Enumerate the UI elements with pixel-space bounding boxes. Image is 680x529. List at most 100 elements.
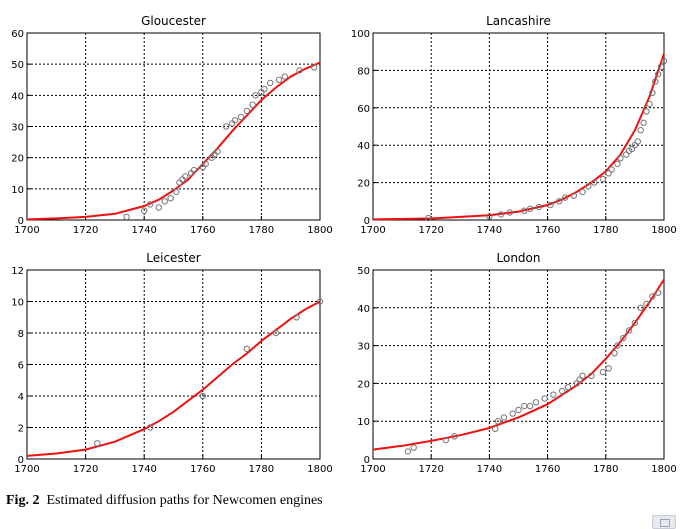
data-point xyxy=(579,188,586,196)
data-point xyxy=(599,175,607,183)
data-point xyxy=(608,166,615,173)
chart-panel-gloucester: 1700 1720 1740 1760 1780 1800 0 10 20 30 40 50 60 Glo… xyxy=(11,14,332,236)
y-tick-label: 12 xyxy=(11,266,24,277)
y-tick-label: 0 xyxy=(18,216,24,227)
data-point xyxy=(167,195,174,202)
data-point xyxy=(442,436,449,444)
data-point xyxy=(657,63,665,70)
data-point xyxy=(655,289,662,296)
data-point xyxy=(310,64,318,71)
x-tick-label: 1720 xyxy=(418,464,443,475)
data-point xyxy=(652,78,659,85)
y-tick-label: 10 xyxy=(11,298,24,309)
data-point xyxy=(521,207,528,214)
y-tick-label: 40 xyxy=(11,91,24,102)
x-tick-label: 1760 xyxy=(190,225,215,236)
x-tick-label: 1780 xyxy=(593,225,618,236)
y-tick-label: 100 xyxy=(351,29,370,40)
data-point xyxy=(640,119,647,127)
data-point xyxy=(556,198,563,205)
y-tick-label: 30 xyxy=(357,342,370,353)
data-point xyxy=(643,108,650,115)
data-point xyxy=(316,298,324,305)
data-point xyxy=(94,440,101,447)
data-point xyxy=(155,204,163,211)
data-point xyxy=(649,293,656,300)
chart-title: Leicester xyxy=(146,251,201,265)
window-corner-icon[interactable] xyxy=(652,515,676,529)
data-point xyxy=(579,372,586,379)
data-point xyxy=(532,399,540,406)
data-point xyxy=(451,433,458,440)
chart-panel-leicester: 1700 1720 1740 1760 1780 1800 0 2 4 6 8 10 12 Leicest… xyxy=(11,251,332,475)
data-point xyxy=(237,113,245,121)
data-point xyxy=(634,138,641,145)
data-point xyxy=(643,300,650,308)
data-point xyxy=(526,402,534,410)
data-point xyxy=(249,101,256,108)
figure-caption-label: Fig. 2 xyxy=(6,493,40,508)
y-tick-label: 80 xyxy=(357,66,370,77)
x-tick-label: 1740 xyxy=(131,464,156,475)
data-point xyxy=(161,198,168,205)
data-point xyxy=(649,89,656,97)
data-point xyxy=(410,444,417,451)
chart-title: Gloucester xyxy=(141,14,206,28)
figure-caption-text: Estimated diffusion paths for Newcomen e… xyxy=(46,493,323,508)
data-point xyxy=(202,160,209,168)
x-tick-label: 1700 xyxy=(14,225,39,236)
data-point xyxy=(588,372,595,379)
data-point xyxy=(631,319,639,327)
x-tick-label: 1740 xyxy=(477,464,502,475)
data-point xyxy=(541,395,548,402)
y-tick-label: 40 xyxy=(357,304,370,315)
plot-frame xyxy=(372,32,665,221)
x-tick-label: 1800 xyxy=(651,464,676,475)
data-point xyxy=(214,148,221,155)
fitted-curve xyxy=(26,300,321,457)
data-point xyxy=(231,117,239,124)
chart-title: Lancashire xyxy=(486,14,551,28)
data-point xyxy=(267,79,274,87)
data-point xyxy=(550,391,557,398)
x-tick-label: 1720 xyxy=(73,464,98,475)
data-point xyxy=(660,57,668,65)
x-tick-label: 1760 xyxy=(535,464,560,475)
data-point xyxy=(243,107,251,115)
data-point xyxy=(617,155,624,162)
data-point xyxy=(494,418,502,425)
x-tick-label: 1720 xyxy=(73,225,98,236)
data-point xyxy=(173,188,180,196)
data-point xyxy=(646,100,653,108)
y-tick-label: 4 xyxy=(18,392,24,403)
data-point xyxy=(182,173,189,180)
x-tick-label: 1800 xyxy=(307,464,332,475)
y-tick-label: 2 xyxy=(18,424,24,435)
x-tick-label: 1740 xyxy=(131,225,156,236)
data-point xyxy=(561,194,569,201)
x-tick-label: 1720 xyxy=(418,225,443,236)
data-point xyxy=(535,203,543,211)
data-point xyxy=(199,392,207,400)
y-tick-label: 10 xyxy=(11,185,24,196)
y-tick-label: 60 xyxy=(357,104,370,115)
data-point xyxy=(404,448,412,455)
x-tick-label: 1700 xyxy=(360,225,385,236)
chart-panel-london: 1700 1720 1740 1760 1780 1800 0 10 20 30 40 50 Londo… xyxy=(357,251,676,475)
data-point xyxy=(190,166,198,174)
data-point xyxy=(655,70,662,78)
data-point xyxy=(506,209,513,216)
y-tick-label: 20 xyxy=(357,179,370,190)
x-tick-label: 1760 xyxy=(535,225,560,236)
data-point xyxy=(261,85,268,93)
y-tick-label: 20 xyxy=(11,154,24,165)
data-point xyxy=(547,201,554,209)
y-tick-label: 60 xyxy=(11,29,24,40)
fitted-curve xyxy=(372,53,665,221)
data-point xyxy=(570,192,577,199)
data-point xyxy=(500,414,508,421)
y-tick-label: 6 xyxy=(18,361,24,372)
data-point xyxy=(526,205,534,213)
y-tick-label: 0 xyxy=(18,455,24,466)
y-tick-label: 0 xyxy=(364,455,370,466)
